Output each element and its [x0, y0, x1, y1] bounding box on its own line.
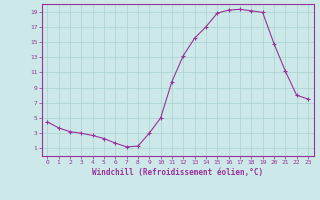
- X-axis label: Windchill (Refroidissement éolien,°C): Windchill (Refroidissement éolien,°C): [92, 168, 263, 177]
